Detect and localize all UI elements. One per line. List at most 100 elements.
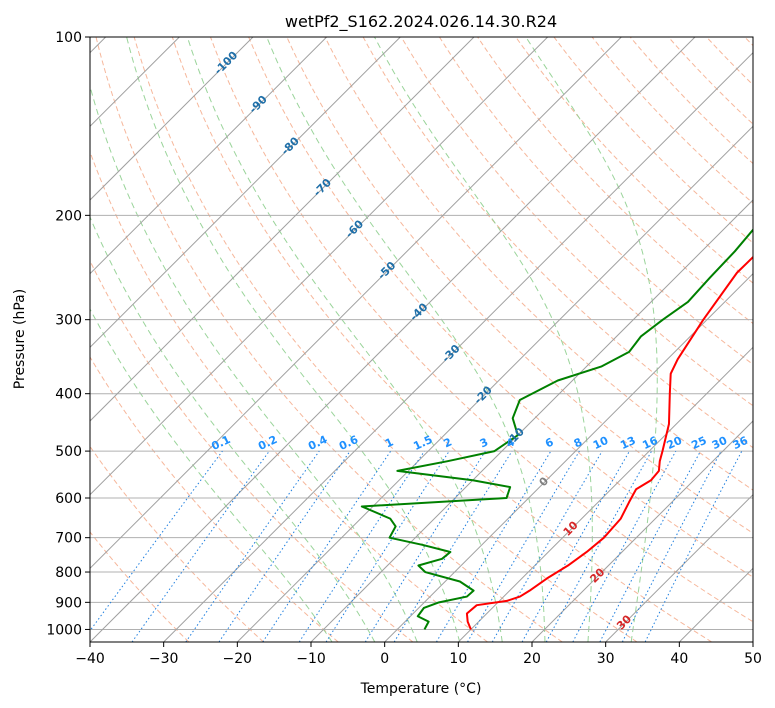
moist-adiabat — [90, 84, 418, 642]
isotherm-line — [457, 346, 753, 642]
moist-adiabat — [525, 37, 658, 642]
isotherm-line — [236, 125, 753, 642]
y-axis-label: Pressure (hPa) — [12, 289, 28, 389]
mixing-ratio-label: 3 — [478, 435, 490, 450]
dry-adiabat — [515, 37, 753, 284]
mixing-ratio-label: 10 — [591, 434, 611, 452]
y-tick-label: 400 — [55, 387, 82, 403]
isotherm-line — [163, 51, 753, 642]
isobar-grid — [90, 37, 753, 630]
dry-adiabat — [210, 37, 753, 623]
plot-area: 0.1 0.2 0.4 0.6 1 1.5 2 3 4 6 8 10 13 16 20 25 30 36-100-… — [90, 37, 753, 642]
isotherm-line — [678, 567, 753, 642]
y-tick-label: 900 — [55, 595, 82, 611]
dry-adiabat — [90, 531, 190, 642]
y-tick-label: 200 — [55, 208, 82, 224]
x-tick-label: 40 — [670, 651, 688, 667]
isotherm-label: -70 — [311, 176, 334, 199]
isotherm-line — [90, 37, 254, 201]
mixing-ratio-label: 6 — [543, 435, 556, 450]
isotherm-line — [752, 641, 753, 642]
mixing-ratio-line — [644, 450, 743, 642]
x-tick-label: 30 — [597, 651, 615, 667]
mixing-ratio-label: 0.6 — [337, 433, 360, 453]
dry-adiabat — [439, 37, 753, 366]
mixing-ratio-label: 13 — [618, 434, 637, 452]
dry-adiabat — [286, 37, 753, 534]
mixing-ratio-label: 25 — [689, 434, 708, 452]
mixing-ratio-line — [393, 450, 513, 642]
dry-adiabat — [248, 37, 753, 578]
chart-title: wetPf2_S162.2024.026.14.30.R24 — [285, 12, 557, 32]
mixing-ratio-label: 1.5 — [411, 433, 434, 453]
x-tick-label: 20 — [523, 651, 541, 667]
moist-adiabat — [90, 308, 333, 642]
dry-adiabat — [668, 37, 753, 125]
mixing-ratio-lines — [90, 450, 743, 642]
dry-adiabat — [171, 37, 712, 642]
dry-adiabat — [553, 37, 753, 244]
isotherm-line — [384, 272, 753, 642]
isotherm-label: -40 — [407, 300, 430, 323]
isotherm-grid — [90, 37, 753, 642]
x-tick-label: −10 — [296, 651, 326, 667]
dry-adiabat — [90, 150, 488, 642]
sounding-series — [360, 228, 753, 630]
isotherm-label: -20 — [472, 383, 495, 406]
x-axis-label: Temperature (°C) — [360, 681, 482, 697]
dry-adiabat — [95, 37, 563, 642]
mixing-ratio-line — [298, 450, 425, 642]
mixing-ratio-line — [521, 450, 630, 642]
temperature-profile-line — [465, 255, 753, 630]
y-tick-label: 600 — [55, 491, 82, 507]
x-tick-label: −20 — [223, 651, 253, 667]
mixing-ratio-label: 1 — [383, 435, 395, 450]
mixing-ratio-label: 36 — [731, 434, 751, 452]
y-tick-label: 800 — [55, 565, 82, 581]
mixing-ratio-label: 0.1 — [209, 433, 232, 453]
dry-adiabat — [706, 37, 753, 86]
mixing-ratio-line — [185, 450, 320, 642]
dry-adiabat — [90, 445, 264, 642]
moist-adiabat — [374, 37, 593, 642]
dry-adiabat — [400, 37, 753, 407]
dry-adiabat — [477, 37, 753, 325]
isotherm-label: -50 — [375, 259, 398, 282]
dry-adiabats — [90, 37, 753, 642]
mixing-ratio-line — [325, 450, 450, 642]
mixing-ratio-label: 30 — [710, 434, 730, 452]
mixing-ratio-line — [545, 450, 653, 642]
moist-adiabats — [90, 37, 658, 642]
dry-adiabat — [90, 259, 414, 642]
mixing-ratio-label: 20 — [665, 434, 685, 452]
isotherm-label: 0 — [537, 474, 552, 489]
isotherm-label: 20 — [587, 565, 607, 585]
isotherm-label: 10 — [561, 518, 581, 538]
dry-adiabat — [591, 37, 753, 204]
mixing-ratio-line — [262, 450, 392, 642]
isotherm-line — [531, 420, 753, 642]
mixing-ratio-line — [131, 450, 270, 642]
x-tick-label: 0 — [380, 651, 389, 667]
dry-adiabat — [90, 356, 339, 642]
isotherm-line — [605, 493, 753, 642]
moist-adiabat — [90, 215, 376, 642]
y-tick-label: 700 — [55, 531, 82, 547]
y-tick-label: 100 — [55, 30, 82, 46]
dry-adiabat — [133, 37, 638, 642]
mixing-ratio-line — [621, 450, 722, 642]
y-axis: 100 200 300 400 500 600 700 800 900 1000 — [46, 30, 90, 638]
mixing-ratio-line — [218, 450, 351, 642]
moist-adiabat — [266, 37, 546, 642]
isotherm-line — [90, 37, 549, 496]
isotherm-line — [90, 37, 622, 570]
y-tick-label: 500 — [55, 444, 82, 460]
isotherm-line — [90, 37, 328, 275]
moist-adiabat — [186, 37, 503, 642]
isotherm-line — [90, 37, 401, 349]
mixing-ratio-label: 0.4 — [306, 433, 329, 453]
isotherm-label: -90 — [247, 93, 270, 116]
x-tick-label: −40 — [75, 651, 105, 667]
dry-adiabat — [324, 37, 753, 491]
